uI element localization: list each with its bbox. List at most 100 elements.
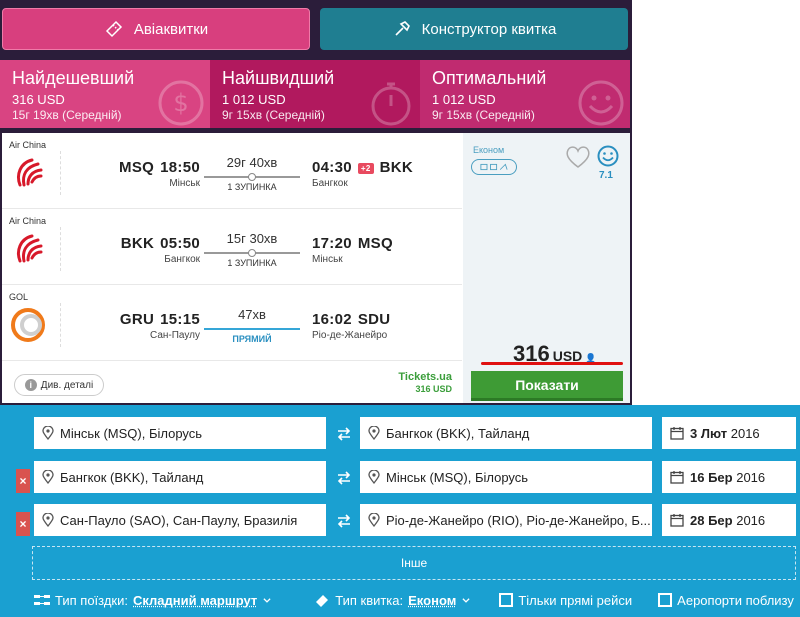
origin-field[interactable]: Сан-Пауло (SAO), Сан-Паулу, Бразилія — [34, 504, 326, 536]
search-form: Мінськ (MSQ), Білорусь Бангкок (BKK), Та… — [0, 405, 800, 617]
nearby-airports-label: Аеропорти поблизу — [677, 592, 794, 608]
date-year: 2016 — [736, 512, 766, 528]
flights-tab-button[interactable]: Авіаквитки — [2, 8, 310, 50]
rating-smiley-icon — [597, 145, 619, 167]
date-field[interactable]: 16 Бер 2016 — [662, 461, 796, 493]
location-pin-icon — [42, 513, 54, 527]
calendar-icon — [670, 427, 684, 440]
destination-value: Ріо-де-Жанейро (RIO), Ріо-де-Жанейро, Б.… — [386, 512, 651, 528]
flight-legs: Air China MSQ 18:50 Мінськ 29г 40хв 1 ЗУП… — [2, 133, 462, 403]
arrival-time: 04:30 — [312, 159, 352, 176]
nearby-airports-checkbox[interactable]: Аеропорти поблизу — [658, 593, 794, 608]
departure-city: Мінськ — [169, 178, 200, 189]
price-value: 316 — [513, 341, 550, 366]
arrival-info: 16:02 SDU Ріо-де-Жанейро — [312, 311, 390, 341]
tab-title: Оптимальний — [432, 68, 547, 88]
origin-field[interactable]: Мінськ (MSQ), Білорусь — [34, 417, 326, 449]
stops-count: 1 ЗУПИНКА — [227, 182, 277, 192]
show-button[interactable]: Показати — [471, 371, 623, 401]
tab-optimal[interactable]: Оптимальний 1 012 USD 9г 15хв (Середній) — [420, 60, 630, 128]
divider — [60, 303, 61, 347]
date-year: 2016 — [736, 469, 766, 485]
per-person-icon: 👤 — [585, 353, 597, 363]
smiley-icon — [578, 80, 624, 126]
flight-leg: GOL GRU 15:15 Сан-Паулу 47хв ПРЯМИЙ 16:02… — [2, 285, 462, 361]
amenities-icon — [471, 159, 517, 175]
origin-field[interactable]: Бангкок (BKK), Тайланд — [34, 461, 326, 493]
date-field[interactable]: 3 Лют 2016 — [662, 417, 796, 449]
flight-leg: Air China BKK 05:50 Бангкок 15г 30хв 1 ЗУ… — [2, 209, 462, 285]
departure-info: GRU 15:15 Сан-Паулу — [114, 311, 200, 341]
checkbox[interactable] — [499, 593, 514, 607]
price-currency: USD — [552, 348, 583, 364]
departure-code: BKK — [120, 235, 155, 252]
airline-name: Air China — [9, 140, 47, 150]
arrival-city: Бангкок — [312, 178, 348, 189]
heart-icon[interactable] — [565, 145, 591, 169]
departure-time: 05:50 — [160, 235, 200, 252]
checkbox[interactable] — [658, 593, 673, 607]
remove-segment-button[interactable]: × — [16, 469, 30, 493]
stop-dot — [248, 249, 256, 257]
destination-field[interactable]: Ріо-де-Жанейро (RIO), Ріо-де-Жанейро, Б.… — [360, 504, 652, 536]
ticket-type-value: Економ — [408, 592, 457, 608]
leg-duration-block: 47хв ПРЯМИЙ — [204, 307, 300, 344]
stopwatch-icon — [371, 82, 411, 126]
tab-cheapest[interactable]: Найдешевший 316 USD 15г 19хв (Середній) … — [0, 60, 210, 128]
agency-price: 316 USD — [415, 384, 452, 394]
tab-price: 1 012 USD — [432, 92, 496, 107]
departure-info: BKK 05:50 Бангкок — [115, 235, 200, 265]
dollar-coin-icon: $ — [158, 80, 204, 126]
date-field[interactable]: 28 Бер 2016 — [662, 504, 796, 536]
trip-type-selector[interactable]: Тип поїздки: Складний маршрут — [34, 593, 272, 608]
chevron-down-icon — [263, 598, 271, 603]
tab-price: 316 USD — [12, 92, 65, 107]
sort-tabs: Найдешевший 316 USD 15г 19хв (Середній) … — [0, 60, 630, 128]
swap-icon[interactable] — [336, 471, 352, 485]
divider — [60, 151, 61, 195]
arrival-info: 04:30 +2 BKK Бангкок — [312, 159, 413, 189]
flights-tab-label: Авіаквитки — [133, 20, 209, 38]
gol-logo-icon — [11, 308, 45, 342]
agency-name: Tickets.ua — [398, 371, 452, 383]
flight-duration: 47хв — [238, 307, 266, 322]
departure-code: GRU — [119, 311, 155, 328]
agency-info: Tickets.ua 316 USD — [352, 371, 452, 394]
arrival-code: BKK — [379, 159, 414, 176]
right-blank-area — [632, 0, 800, 405]
arrival-time: 17:20 — [312, 235, 352, 252]
stops-count: 1 ЗУПИНКА — [227, 258, 277, 268]
tab-title: Найшвидший — [222, 68, 335, 88]
arrival-code: MSQ — [357, 235, 393, 252]
info-icon: i — [24, 379, 37, 391]
calendar-icon — [670, 514, 684, 527]
remove-segment-button[interactable]: × — [16, 512, 30, 536]
swap-icon[interactable] — [336, 427, 352, 441]
tab-fastest[interactable]: Найшвидший 1 012 USD 9г 15хв (Середній) — [210, 60, 420, 128]
tab-duration: 9г 15хв (Середній) — [222, 108, 325, 122]
swap-icon[interactable] — [336, 514, 352, 528]
ticket-builder-button[interactable]: Конструктор квитка — [320, 8, 628, 50]
details-button[interactable]: i Див. деталі — [14, 374, 104, 396]
direct-only-checkbox[interactable]: Тільки прямі рейси — [499, 593, 632, 608]
trip-type-value: Складний маршрут — [133, 592, 258, 608]
ticket-type-selector[interactable]: Тип квитка: Економ — [314, 593, 471, 608]
route-line — [204, 173, 300, 181]
location-pin-icon — [368, 426, 380, 440]
destination-field[interactable]: Мінськ (MSQ), Білорусь — [360, 461, 652, 493]
search-options: Тип поїздки: Складний маршрут Тип квитка… — [34, 591, 794, 609]
leg-duration-block: 29г 40хв 1 ЗУПИНКА — [204, 155, 300, 192]
origin-value: Сан-Пауло (SAO), Сан-Паулу, Бразилія — [60, 512, 298, 528]
date-day-month: 16 Бер — [690, 469, 733, 485]
flight-leg: Air China MSQ 18:50 Мінськ 29г 40хв 1 ЗУП… — [2, 133, 462, 209]
next-day-badge: +2 — [357, 162, 374, 174]
details-label: Див. деталі — [40, 379, 94, 391]
departure-time: 18:50 — [160, 159, 200, 176]
arrival-time: 16:02 — [312, 311, 352, 328]
location-pin-icon — [42, 426, 54, 440]
other-button[interactable]: Інше — [32, 546, 796, 580]
airline-name: GOL — [9, 292, 29, 302]
destination-field[interactable]: Бангкок (BKK), Тайланд — [360, 417, 652, 449]
location-pin-icon — [368, 513, 380, 527]
